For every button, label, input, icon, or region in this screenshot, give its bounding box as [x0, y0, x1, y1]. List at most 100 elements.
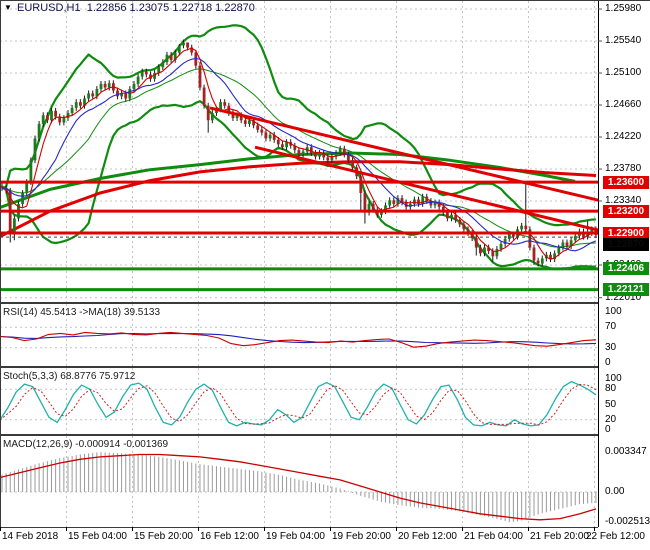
ohlc-quotes-label: 1.22856 1.23075 1.22718 1.22870	[86, 2, 255, 14]
candle-body	[462, 224, 466, 230]
candle-body	[25, 182, 29, 193]
candle-body	[243, 120, 247, 124]
price-axis-label: 1.22010	[605, 291, 642, 303]
candle-body	[210, 113, 214, 121]
candle-body	[425, 196, 429, 201]
candle-body	[50, 110, 53, 121]
chart-title: EURUSD,H1 1.22856 1.23075 1.22718 1.2287…	[17, 2, 255, 14]
candle-body	[99, 83, 103, 89]
candle-body	[359, 176, 363, 193]
stoch-scale-label: 80	[605, 383, 617, 395]
candle-body	[309, 147, 313, 153]
macd-scale-label: 0.003347	[605, 445, 647, 457]
candle-body	[260, 129, 264, 133]
candle-body	[487, 247, 490, 252]
candle-body	[512, 234, 515, 237]
stoch-indicator-label: Stoch(5,3,3) 68.8776 75.9712	[3, 371, 136, 382]
candle-body	[235, 115, 239, 119]
time-axis-label: 14 Feb 2018	[2, 531, 59, 542]
rsi-panel-group	[0, 304, 598, 366]
candle-body	[573, 235, 577, 241]
trendline-1[interactable]	[209, 106, 614, 204]
macd-scale-label: -0.002513	[605, 516, 650, 528]
candle-body	[198, 65, 202, 88]
candle-body	[74, 102, 78, 108]
candle-body	[223, 102, 227, 106]
time-axis-label: 19 Feb 20:00	[332, 531, 391, 542]
time-axis-label: 20 Feb 12:00	[398, 531, 457, 542]
candle-body	[91, 93, 95, 97]
candle-body	[13, 218, 16, 233]
candle-body	[322, 153, 326, 158]
macd-histogram	[1, 452, 597, 523]
slow-ma-blue	[1, 57, 597, 252]
candle-body	[338, 148, 342, 153]
candle-body	[190, 47, 194, 53]
stoch-scale-label: 100	[605, 373, 622, 384]
candle-body	[83, 98, 86, 106]
candle-body	[507, 234, 511, 239]
price-axis-label: 1.25540	[605, 35, 642, 46]
time-axis-label: 16 Feb 12:00	[200, 531, 259, 542]
candle-body	[219, 102, 222, 110]
candle-body	[314, 153, 317, 157]
rsi-scale-label: 0	[605, 357, 611, 368]
candle-body	[272, 134, 276, 140]
macd-indicator-label: MACD(12,26,9) -0.000914 -0.001369	[3, 439, 169, 450]
rsi-ma-line	[0, 333, 597, 345]
candle-body	[248, 120, 251, 124]
candle-body	[206, 105, 210, 121]
candle-body	[499, 243, 503, 249]
time-axis-label: 22 Feb 12:00	[586, 531, 645, 542]
time-axis-label: 19 Feb 04:00	[266, 531, 325, 542]
candle-body	[66, 113, 70, 119]
candle-body	[380, 211, 383, 215]
candle-body	[227, 105, 231, 113]
candle-body	[21, 193, 24, 204]
candle-body	[29, 160, 33, 183]
candle-body	[553, 253, 556, 260]
candle-body	[549, 254, 552, 260]
time-axis-label: 21 Feb 20:00	[530, 531, 589, 542]
candle-body	[565, 242, 569, 247]
symbol-dropdown-arrow-icon[interactable]: ▼	[4, 3, 12, 12]
candle-body	[293, 145, 297, 151]
candle-body	[202, 87, 206, 106]
candle-body	[561, 242, 565, 248]
candle-body	[116, 90, 119, 97]
candle-body	[157, 67, 161, 73]
candle-body	[470, 233, 474, 239]
candle-body	[120, 93, 123, 97]
candle-body	[384, 205, 387, 212]
candle-body	[54, 110, 57, 117]
candle-body	[173, 52, 177, 60]
price-axis-label: 1.24220	[605, 131, 642, 142]
candle-body	[479, 247, 482, 254]
candle-body	[256, 125, 260, 130]
candle-body	[421, 196, 425, 204]
trendline-2[interactable]	[254, 145, 610, 233]
price-axis-label: 1.23340	[605, 195, 642, 206]
candle-body	[540, 258, 544, 264]
rsi-indicator-label: RSI(14) 45.5413 ->MA(18) 39.5133	[3, 307, 161, 318]
candle-body	[182, 42, 185, 46]
candle-body	[330, 156, 334, 161]
candle-body	[62, 118, 66, 123]
candle-body	[87, 93, 90, 99]
candle-body	[491, 251, 495, 257]
candle-body	[474, 238, 478, 248]
candle-body	[326, 157, 330, 161]
time-axis-label: 15 Feb 20:00	[134, 531, 193, 542]
candle-body	[264, 132, 268, 139]
time-axis-label: 15 Feb 04:00	[68, 531, 127, 542]
sto-panel-group	[0, 368, 598, 434]
candle-body	[186, 42, 189, 48]
candle-body	[495, 249, 499, 257]
candle-body	[437, 202, 441, 207]
candle-body	[194, 52, 198, 66]
symbol-timeframe-label: EURUSD,H1	[17, 2, 81, 14]
candle-body	[371, 203, 375, 210]
candle-body	[37, 123, 41, 139]
